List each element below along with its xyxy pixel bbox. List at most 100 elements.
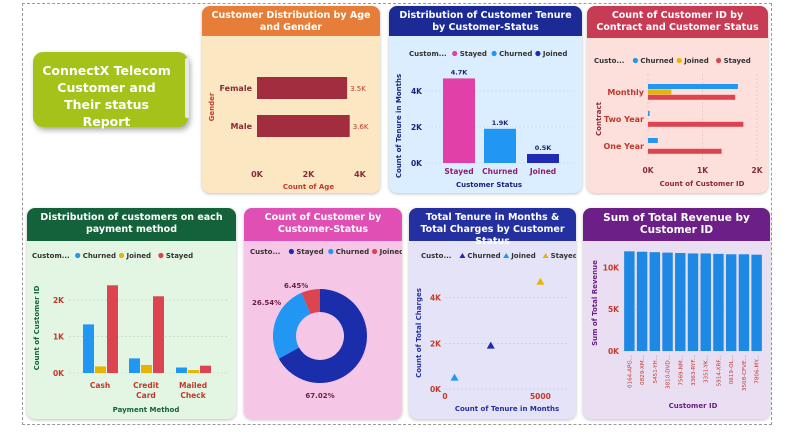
x-axis-label: Customer Status xyxy=(456,181,522,189)
legend-marker-joined xyxy=(676,57,682,64)
legend-item-joined: Joined xyxy=(126,252,152,260)
legend-item-joined: Joined xyxy=(510,252,536,260)
data-label-stayed: 67.02% xyxy=(305,392,334,400)
bar-cash-stayed xyxy=(107,285,118,373)
y-tick-label: 10K xyxy=(603,263,620,272)
legend-marker-stayed xyxy=(542,253,549,258)
bar-customer-1 xyxy=(636,251,648,351)
x-tick-label: Credit xyxy=(133,381,159,390)
legend-item-stayed: Stayed xyxy=(166,252,193,260)
card-tenure-charges[interactable]: Total Tenure in Months & Total Charges b… xyxy=(409,208,576,419)
x-tick-label: 0K xyxy=(642,166,654,175)
bar-cash-joined xyxy=(95,366,106,373)
card-contract-status[interactable]: Count of Customer ID by Contract and Cus… xyxy=(587,6,768,193)
card-payment-method[interactable]: Distribution of customers on each paymen… xyxy=(27,208,236,419)
chart-title-revenue: Sum of Total Revenue by Customer ID xyxy=(603,212,750,236)
bar-cash-churned xyxy=(83,324,94,373)
x-tick-label: 0619-OL... xyxy=(729,355,735,384)
category-label-two-year: Two Year xyxy=(604,115,644,124)
legend-item-joined: Joined xyxy=(379,248,402,256)
x-tick-label: Card xyxy=(136,391,156,400)
legend-marker-joined xyxy=(372,248,378,255)
chart-title-payment-method: Distribution of customers on each paymen… xyxy=(40,212,223,235)
legend-item-churned: Churned xyxy=(83,252,116,260)
point-churned xyxy=(486,341,495,349)
donut-slice-stayed xyxy=(278,289,367,383)
x-tick-label: 3508-CFVE... xyxy=(742,355,748,391)
legend-item-joined: Joined xyxy=(542,50,568,58)
report-title-box: ConnectX Telecom Customer and Their stat… xyxy=(33,52,189,129)
y-tick-label: 0K xyxy=(53,369,65,378)
bar-customer-10 xyxy=(751,254,762,351)
legend-marker-stayed xyxy=(288,248,294,255)
y-tick-label: 5K xyxy=(608,305,620,314)
legend-title: Custo... xyxy=(594,57,624,65)
bar-customer-8 xyxy=(725,254,737,351)
bar-monthly-churned xyxy=(648,84,738,89)
tenure-charges-scatter: Custo... Churned Joined Stayed 0K 2K 4K 0 5000 Co… xyxy=(415,252,576,413)
y-tick-label: 0K xyxy=(411,159,423,168)
y-tick-label: 0K xyxy=(430,385,442,394)
bar-monthly-stayed xyxy=(648,94,736,100)
x-tick-label: Mailed xyxy=(179,381,207,390)
chart-title-customer-status-donut: Count of Customer by Customer-Status xyxy=(264,212,382,235)
bar-mailed-check-stayed xyxy=(200,365,211,373)
contract-status-chart: Custo... Churned Joined Stayed 0K 1K 2K Monthly… xyxy=(594,57,764,188)
legend-marker-stayed xyxy=(158,252,164,259)
x-tick-label: Joined xyxy=(529,167,556,176)
card-age-gender[interactable]: Customer Distribution by Age and Gender … xyxy=(202,6,380,193)
bar-mailed-check-joined xyxy=(188,370,199,373)
category-label-female: Female xyxy=(220,84,253,93)
legend-item-stayed: Stayed xyxy=(296,248,323,256)
legend-title: Custom... xyxy=(32,252,70,260)
bar-monthly-joined xyxy=(648,89,672,95)
bar-customer-4 xyxy=(675,253,686,351)
x-tick-label: 0 xyxy=(442,392,447,401)
card-revenue[interactable]: Sum of Total Revenue by Customer ID 0K 5K… xyxy=(583,208,770,419)
revenue-by-customer-chart: 0K 5K 10K 0164-APG... 0829-XM... 5451-YH... 38… xyxy=(591,251,763,410)
legend-marker-churned xyxy=(459,253,466,258)
y-tick-label: 4K xyxy=(430,294,442,303)
bar-customer-6 xyxy=(700,253,711,351)
legend-marker-stayed xyxy=(452,50,458,57)
tenure-status-chart: Custom... Stayed Churned Joined 0K 2K 4K 4.7K St… xyxy=(395,50,574,189)
data-label-joined: 0.5K xyxy=(535,144,553,152)
x-tick-label: 2K xyxy=(303,170,316,179)
legend-title: Custo... xyxy=(250,248,280,256)
x-tick-label: 5451-YH... xyxy=(653,355,659,384)
y-tick-label: 1K xyxy=(53,332,65,341)
legend-item-stayed: Stayed xyxy=(460,50,487,58)
legend-marker-stayed xyxy=(716,57,722,64)
x-tick-label: Stayed xyxy=(444,167,473,176)
y-axis-label: Count of Total Charges xyxy=(415,288,423,378)
y-tick-label: 2K xyxy=(411,123,423,132)
bar-two-year-stayed xyxy=(648,121,744,127)
legend-item-joined: Joined xyxy=(683,57,709,65)
legend-marker-churned xyxy=(491,50,497,57)
report-title: ConnectX Telecom Customer and Their stat… xyxy=(42,63,171,129)
legend-marker-churned xyxy=(75,252,81,259)
title-accent-bar xyxy=(185,58,189,118)
card-tenure-status[interactable]: Distribution of Customer Tenure by Custo… xyxy=(389,6,582,193)
card-customer-status-donut[interactable]: Count of Customer by Customer-Status Cus… xyxy=(244,208,402,419)
x-tick-label: 0829-XM... xyxy=(640,355,646,385)
bar-female xyxy=(257,77,348,99)
data-label-male: 3.6K xyxy=(353,123,369,131)
y-tick-label: 2K xyxy=(53,296,65,305)
legend-item-stayed: Stayed xyxy=(724,57,751,65)
legend-marker-joined xyxy=(535,50,541,57)
x-axis-label: Count of Customer ID xyxy=(660,180,745,188)
point-joined xyxy=(450,373,459,381)
age-gender-chart: Female 3.5K Male 3.6K 0K 2K 4K Count of Age Gend… xyxy=(208,77,369,191)
data-label-stayed: 4.7K xyxy=(451,68,469,76)
legend-marker-churned xyxy=(632,57,638,64)
x-tick-label: 3810-DVD... xyxy=(666,355,672,389)
x-axis-label: Payment Method xyxy=(113,406,180,414)
chart-title-tenure-charges: Total Tenure in Months & Total Charges b… xyxy=(420,212,565,247)
x-tick-label: 4K xyxy=(354,170,367,179)
x-tick-label: 0K xyxy=(251,170,264,179)
x-tick-label: 3363-RYF... xyxy=(691,355,697,386)
x-axis-label: Customer ID xyxy=(669,402,718,410)
y-tick-label: 2K xyxy=(430,339,442,348)
data-label-female: 3.5K xyxy=(350,85,366,93)
